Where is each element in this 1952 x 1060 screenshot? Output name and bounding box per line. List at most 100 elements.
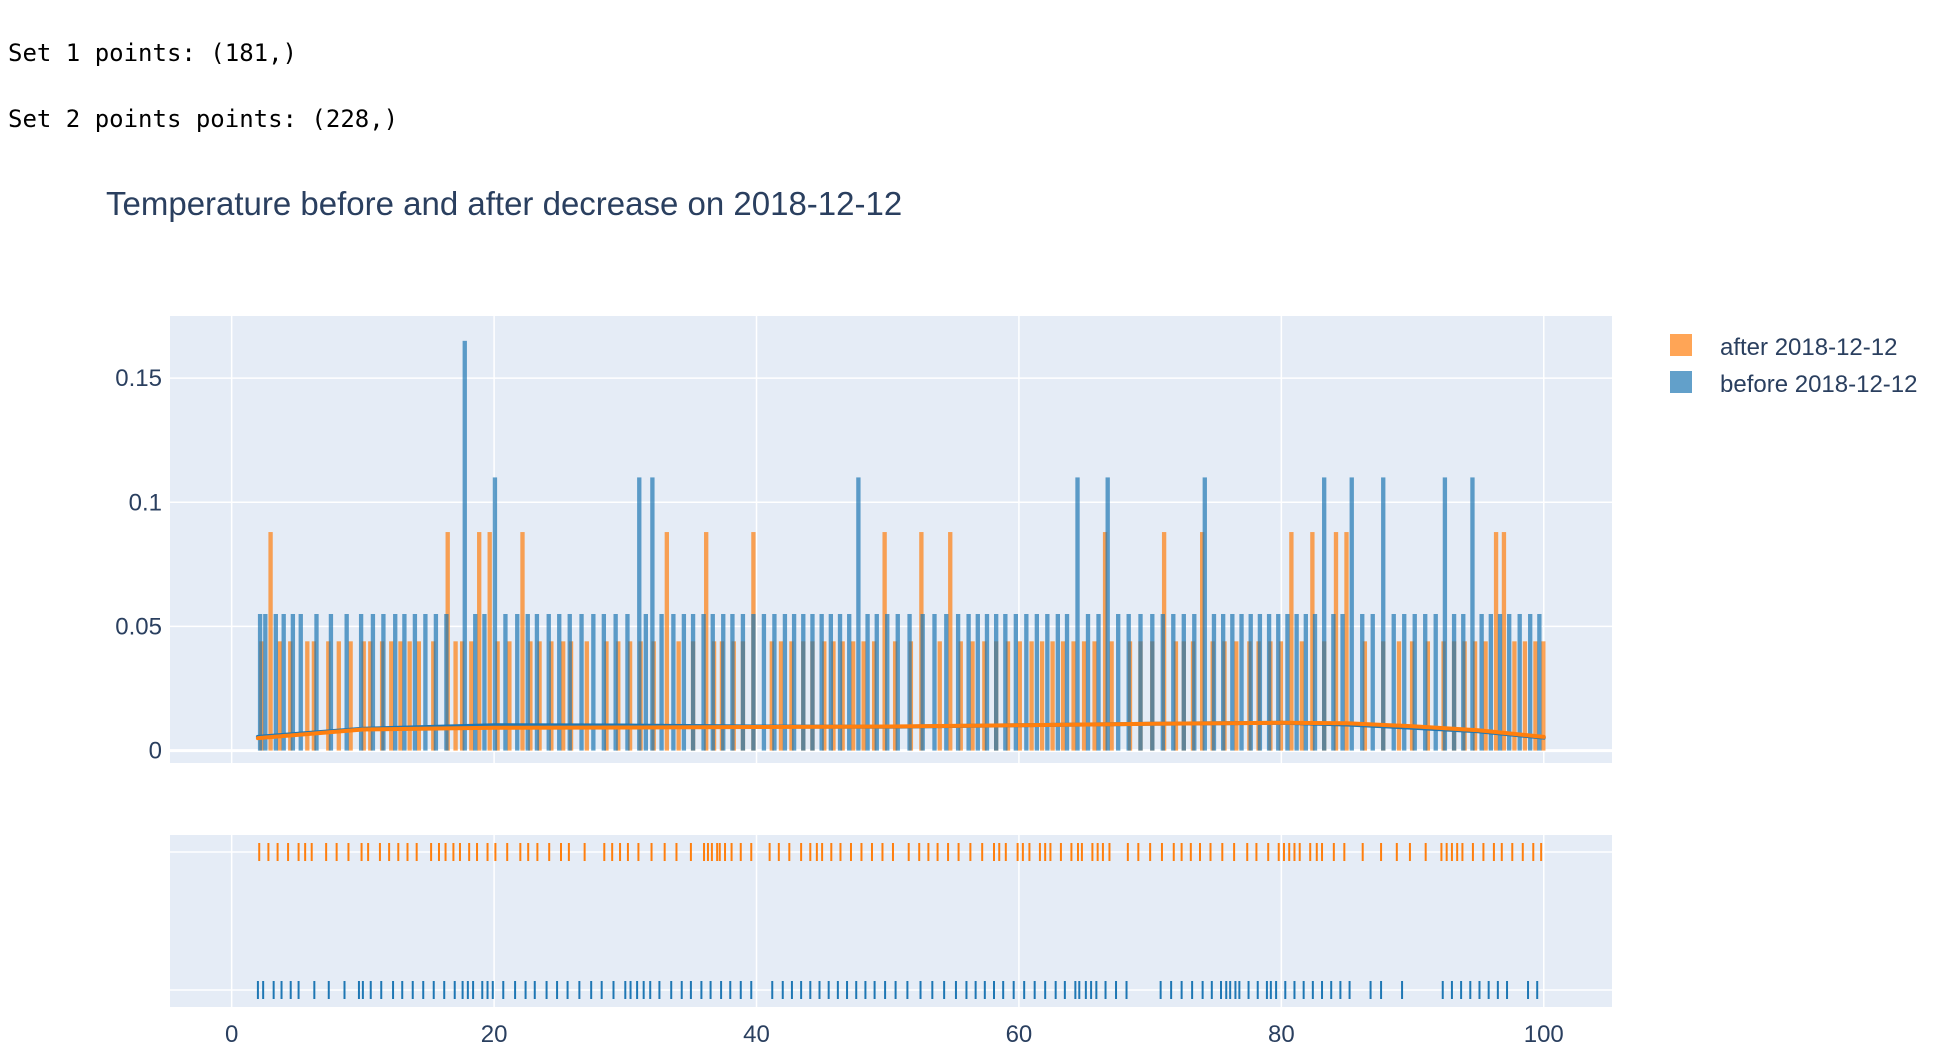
histogram-bar-after xyxy=(1200,532,1205,751)
x-tick-label: 0 xyxy=(225,1021,238,1048)
histogram-bar-before xyxy=(1479,614,1484,751)
histogram-bar-after xyxy=(469,641,474,751)
histogram-bar-before xyxy=(402,614,407,751)
histogram-bar-before xyxy=(671,614,676,751)
legend-item-after[interactable]: after 2018-12-12 xyxy=(1670,334,1897,361)
histogram-bar-before xyxy=(955,614,961,751)
histogram-bar-after xyxy=(1501,532,1507,751)
histogram-bar-after xyxy=(1472,641,1478,751)
histogram-bar-before xyxy=(1402,614,1407,751)
histogram-bar-before xyxy=(650,477,655,751)
histogram-bar-before xyxy=(1248,614,1253,751)
histogram-bar-after xyxy=(1425,641,1431,751)
histogram-bar-before xyxy=(740,614,746,751)
histogram-bar-before xyxy=(257,614,263,751)
x-tick-label: 80 xyxy=(1268,1021,1295,1048)
console-line-set1: Set 1 points: (181,) xyxy=(8,39,297,67)
histogram-bar-before xyxy=(1391,614,1396,751)
histogram-bar-before xyxy=(701,614,706,751)
histogram-bar-before xyxy=(994,614,999,751)
histogram-bar-after xyxy=(1522,641,1528,751)
histogram-bar-before xyxy=(885,614,890,751)
histogram-bar-before xyxy=(659,614,664,751)
histogram-bar-after xyxy=(459,641,465,751)
histogram-bar-after xyxy=(1039,641,1045,751)
histogram-bar-after xyxy=(789,641,794,751)
histogram-bar-after xyxy=(268,532,273,751)
legend-label-after: after 2018-12-12 xyxy=(1720,334,1897,361)
histogram-bar-after xyxy=(487,532,492,751)
histogram-bar-before xyxy=(730,614,735,751)
histogram-bar-before xyxy=(273,614,278,751)
histogram-bar-before xyxy=(1181,614,1186,751)
histogram-bar-before xyxy=(1116,614,1121,751)
rug-marks xyxy=(256,843,1543,999)
histogram-bar-after xyxy=(1533,641,1538,751)
histogram-bar-after xyxy=(1493,532,1499,751)
rug-plot-area[interactable] xyxy=(170,835,1612,1007)
histogram-bar-after xyxy=(769,641,774,751)
histogram-bar-before xyxy=(1003,614,1008,751)
histogram-bar-after xyxy=(348,641,353,751)
histogram-bar-after xyxy=(326,641,331,751)
histogram-bar-before xyxy=(298,614,303,751)
legend-item-before[interactable]: before 2018-12-12 xyxy=(1670,371,1917,398)
legend-label-before: before 2018-12-12 xyxy=(1720,371,1917,398)
histogram-bar-before xyxy=(473,614,478,751)
histogram-bar-before xyxy=(1160,614,1165,751)
legend-swatch-before xyxy=(1670,371,1692,393)
histogram-bar-before xyxy=(1340,614,1345,751)
histogram-bar-after xyxy=(407,641,412,751)
histogram-bar-before xyxy=(1507,614,1512,751)
histogram-bar-after xyxy=(1396,641,1402,751)
histogram-bar-after xyxy=(1541,641,1546,751)
histogram-bar-before xyxy=(1085,614,1091,751)
histogram-bar-after xyxy=(1081,641,1087,751)
histogram-bar-after xyxy=(1092,641,1097,751)
histogram-bar-after xyxy=(1060,641,1066,751)
histogram-bar-before xyxy=(856,477,861,751)
histogram-bar-after xyxy=(970,641,975,751)
histogram-bar-after xyxy=(361,641,366,751)
histogram-bar-after xyxy=(1173,641,1179,751)
histogram-bars xyxy=(257,340,1546,751)
histogram-bar-before xyxy=(1451,614,1457,751)
histogram-bar-after xyxy=(416,641,422,751)
histogram-bar-before xyxy=(412,614,418,751)
histogram-bar-before xyxy=(1423,614,1428,751)
histogram-bar-before xyxy=(281,614,286,751)
histogram-bar-before xyxy=(1412,614,1417,751)
x-tick-label: 40 xyxy=(743,1021,770,1048)
histogram-bar-before xyxy=(810,614,815,751)
histogram-bar-before xyxy=(1497,614,1503,751)
histogram-bar-before xyxy=(751,614,756,751)
histogram-bar-before xyxy=(591,614,596,751)
histogram-bar-before xyxy=(370,614,376,751)
histogram-bar-before xyxy=(358,614,364,751)
histogram-bar-before xyxy=(381,614,386,751)
histogram-bar-after xyxy=(1102,532,1108,751)
histogram-bar-before xyxy=(1312,614,1318,751)
histogram-bar-after xyxy=(1005,641,1011,751)
histogram-bar-after xyxy=(822,641,827,751)
histogram-bar-before xyxy=(462,340,467,751)
histogram-bar-before xyxy=(525,614,530,751)
histogram-bar-after xyxy=(336,641,341,751)
histogram-bar-after xyxy=(288,641,293,751)
rug-gridlines xyxy=(170,835,1612,1007)
histogram-bar-after xyxy=(937,641,942,751)
histogram-bar-after xyxy=(1289,532,1294,751)
histogram-bar-before xyxy=(482,614,487,751)
histogram-bar-after xyxy=(861,641,866,751)
histogram-bar-before xyxy=(534,614,540,751)
histogram-bar-before xyxy=(1461,614,1466,751)
histogram-bar-before xyxy=(567,614,572,751)
x-tick-labels: 0 20 40 60 80 100 xyxy=(225,1021,1564,1048)
histogram-bar-before xyxy=(1055,614,1060,751)
histogram-bar-before xyxy=(1230,614,1235,751)
histogram-bar-before xyxy=(546,614,551,751)
histogram-bar-after xyxy=(1344,532,1349,751)
histogram-bar-before xyxy=(1138,614,1143,751)
histogram-bar-after xyxy=(1483,641,1488,751)
histogram-bar-after xyxy=(982,641,987,751)
